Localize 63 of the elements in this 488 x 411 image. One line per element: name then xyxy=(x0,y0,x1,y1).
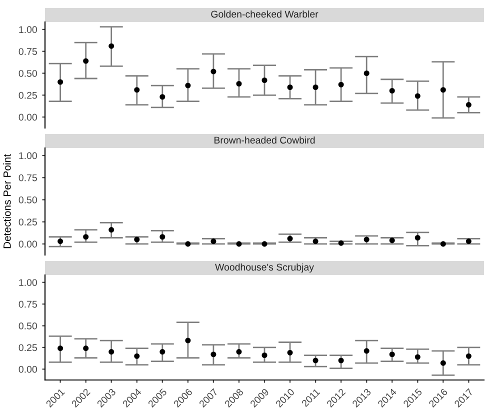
point xyxy=(108,43,114,49)
y-tick-label: 0.25 xyxy=(18,344,37,352)
point xyxy=(312,358,318,364)
y-tick-label: 0.25 xyxy=(18,92,37,99)
y-axis-title: Detections Per Point xyxy=(3,154,11,248)
point xyxy=(338,358,344,364)
point xyxy=(185,338,191,344)
y-tick-label: 0.00 xyxy=(18,366,37,373)
point xyxy=(338,82,344,88)
point xyxy=(185,82,191,88)
point xyxy=(466,102,472,108)
y-tick-label: 1.00 xyxy=(19,279,37,286)
chart-title: Brown-headed Cowbird xyxy=(214,136,315,144)
point xyxy=(364,348,370,354)
point xyxy=(108,227,114,233)
y-tick-label: 0.50 xyxy=(18,70,37,77)
point xyxy=(58,238,64,244)
chart-title: Woodhouse's Scrubjay xyxy=(215,263,314,273)
point xyxy=(440,241,446,247)
y-tick-label: 1.00 xyxy=(19,152,37,160)
point xyxy=(414,354,420,360)
point xyxy=(160,349,166,355)
point xyxy=(389,88,395,94)
y-tick-label: 0.75 xyxy=(18,174,37,182)
point xyxy=(364,70,370,76)
point xyxy=(466,238,472,244)
point xyxy=(236,241,242,247)
point xyxy=(108,349,114,355)
y-tick-label: 0.00 xyxy=(18,114,37,121)
point xyxy=(58,346,64,352)
point xyxy=(236,349,242,355)
y-tick-label: 1.00 xyxy=(19,26,37,34)
point xyxy=(287,350,293,356)
point xyxy=(210,352,216,358)
point xyxy=(414,234,420,241)
y-tick-label: 0.50 xyxy=(18,322,37,330)
point xyxy=(466,353,472,359)
y-tick-label: 0.50 xyxy=(18,196,37,204)
point xyxy=(236,80,242,87)
point xyxy=(287,84,293,90)
point xyxy=(262,352,268,358)
point xyxy=(83,346,89,352)
y-tick-label: 0.25 xyxy=(18,218,37,226)
point xyxy=(185,241,191,247)
point xyxy=(440,360,446,366)
y-tick-label: 0.00 xyxy=(18,240,37,248)
point xyxy=(58,79,64,85)
point xyxy=(160,234,166,240)
point xyxy=(134,353,140,359)
point xyxy=(262,241,268,247)
point xyxy=(440,87,446,93)
point xyxy=(414,93,420,99)
point xyxy=(83,58,89,64)
point xyxy=(312,84,318,90)
point xyxy=(134,87,140,93)
point xyxy=(262,77,268,84)
y-tick-label: 0.75 xyxy=(18,48,37,55)
point xyxy=(83,234,89,240)
y-tick-label: 0.75 xyxy=(18,300,37,308)
point xyxy=(160,94,166,100)
point xyxy=(210,68,216,74)
point xyxy=(389,352,395,358)
chart-title: Golden-cheeked Warbler xyxy=(211,10,318,18)
